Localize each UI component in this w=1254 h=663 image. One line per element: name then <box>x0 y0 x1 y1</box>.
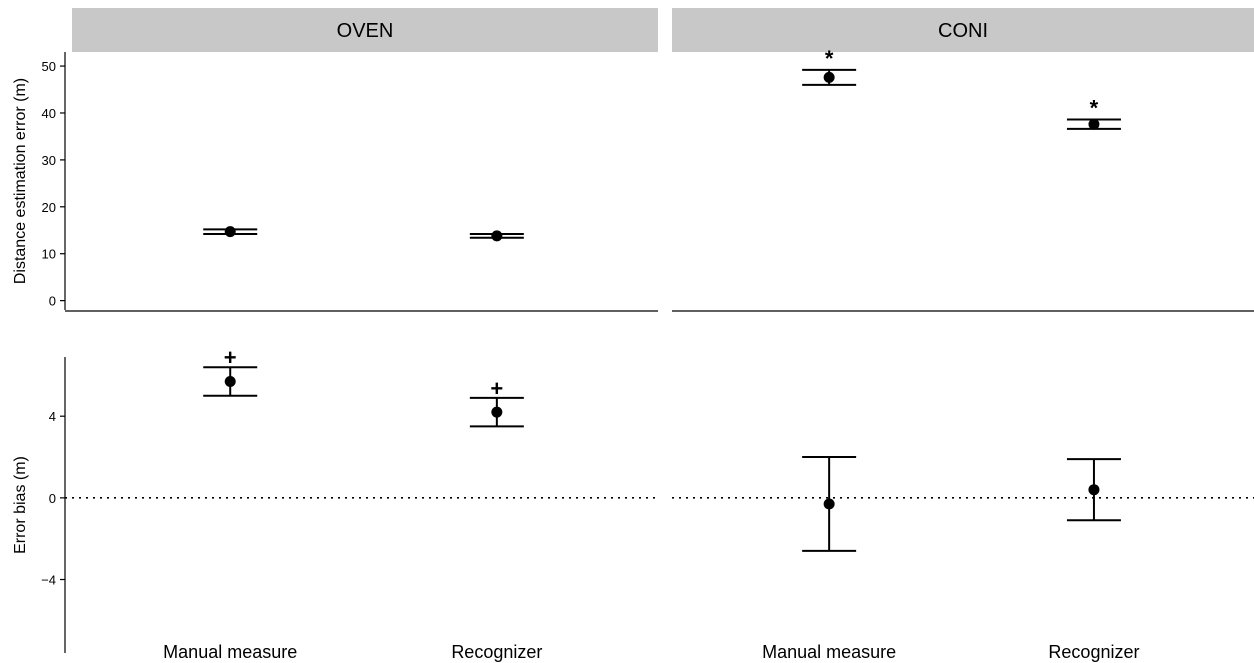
point-error-oven-manual <box>224 226 236 238</box>
facet-label-oven: OVEN <box>337 20 394 42</box>
y-tick-label-error: 0 <box>49 294 56 309</box>
point-error-coni-manual <box>823 71 835 83</box>
y-tick-label-bias: −4 <box>41 573 56 588</box>
annotation-bias-oven-manual: + <box>224 345 237 370</box>
x-category-label-coni-manual: Manual measure <box>762 642 896 662</box>
x-category-label-oven-manual: Manual measure <box>163 642 297 662</box>
y-tick-label-bias: 4 <box>49 409 56 424</box>
facet-label-coni: CONI <box>938 20 988 42</box>
y-tick-label-error: 10 <box>42 247 56 262</box>
point-bias-oven-manual <box>224 375 236 387</box>
x-category-label-oven-recognizer: Recognizer <box>451 642 542 662</box>
y-axis-title-bias: Error bias (m) <box>12 456 29 554</box>
facet-strip-oven <box>72 8 658 52</box>
facet-strip-coni <box>672 8 1254 52</box>
y-tick-label-error: 20 <box>42 200 56 215</box>
y-axis-title-error: Distance estimation error (m) <box>12 78 29 284</box>
y-tick-label-error: 30 <box>42 153 56 168</box>
annotation-error-coni-recognizer: * <box>1090 96 1099 121</box>
y-tick-label-error: 40 <box>42 106 56 121</box>
point-error-coni-recognizer <box>1088 118 1100 130</box>
annotation-error-coni-manual: * <box>825 46 834 71</box>
y-tick-label-error: 50 <box>42 59 56 74</box>
annotation-bias-oven-recognizer: + <box>490 376 503 401</box>
point-bias-oven-recognizer <box>491 406 503 418</box>
x-category-label-coni-recognizer: Recognizer <box>1048 642 1139 662</box>
y-tick-label-bias: 0 <box>49 491 56 506</box>
point-error-oven-recognizer <box>491 230 503 242</box>
point-bias-coni-recognizer <box>1088 484 1100 496</box>
point-bias-coni-manual <box>823 498 835 510</box>
